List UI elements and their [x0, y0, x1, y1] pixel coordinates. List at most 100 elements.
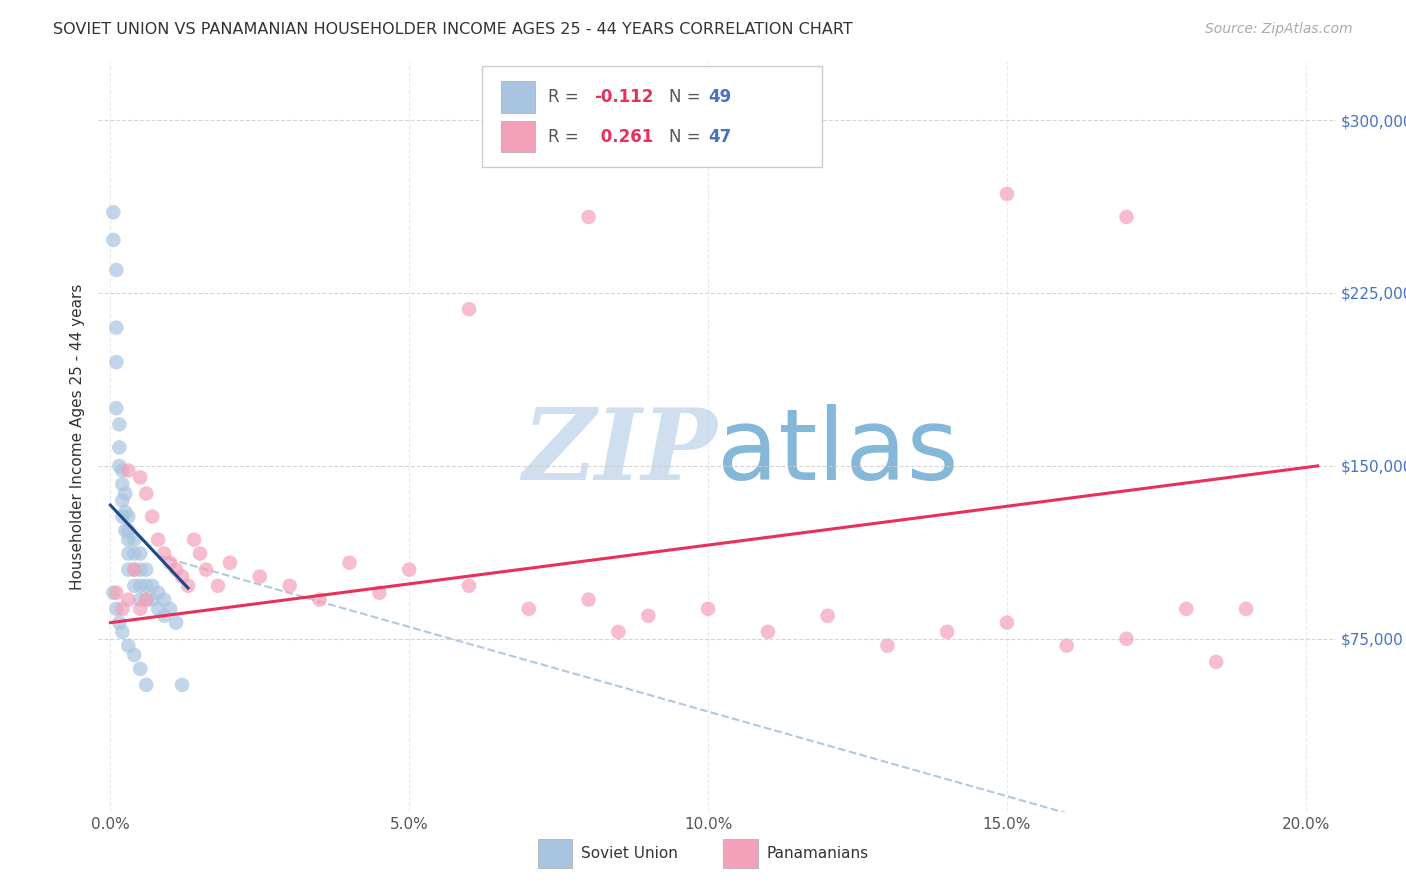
Point [141, 592, 163, 607]
Point [278, 579, 301, 593]
Point [111, 602, 134, 616]
Point [172, 569, 194, 583]
Point [129, 662, 152, 676]
Point [114, 486, 136, 500]
Point [124, 563, 146, 577]
Point [1175, 602, 1198, 616]
Point [1056, 639, 1078, 653]
Point [117, 509, 139, 524]
Point [177, 579, 200, 593]
Point [108, 417, 131, 432]
FancyBboxPatch shape [482, 66, 823, 168]
Point [308, 592, 330, 607]
FancyBboxPatch shape [501, 121, 536, 153]
Point [607, 624, 630, 639]
FancyBboxPatch shape [537, 839, 572, 868]
Point [105, 320, 128, 334]
Point [697, 602, 720, 616]
Point [105, 263, 128, 277]
Text: -0.112: -0.112 [595, 88, 654, 106]
Point [111, 493, 134, 508]
Point [135, 678, 157, 692]
Point [159, 602, 181, 616]
Point [153, 547, 176, 561]
Y-axis label: Householder Income Ages 25 - 44 years: Householder Income Ages 25 - 44 years [69, 284, 84, 591]
Point [129, 470, 152, 484]
Point [105, 355, 128, 369]
Point [108, 441, 131, 455]
Text: Source: ZipAtlas.com: Source: ZipAtlas.com [1205, 22, 1353, 37]
Point [114, 505, 136, 519]
Point [111, 463, 134, 477]
Point [135, 486, 157, 500]
Point [105, 401, 128, 416]
Point [637, 608, 659, 623]
Point [117, 533, 139, 547]
Point [124, 648, 146, 662]
Point [105, 602, 128, 616]
Point [153, 592, 176, 607]
Text: Soviet Union: Soviet Union [581, 847, 678, 861]
Point [124, 563, 146, 577]
Point [117, 547, 139, 561]
Text: N =: N = [669, 88, 706, 106]
Point [111, 624, 134, 639]
Point [153, 608, 176, 623]
Point [148, 602, 170, 616]
Point [159, 556, 181, 570]
Point [124, 579, 146, 593]
Point [249, 569, 271, 583]
Point [1205, 655, 1227, 669]
Point [108, 615, 131, 630]
Text: ZIP: ZIP [522, 404, 717, 500]
Point [117, 639, 139, 653]
Point [124, 533, 146, 547]
Text: 49: 49 [709, 88, 731, 106]
Point [1115, 632, 1137, 646]
Point [141, 579, 163, 593]
Point [135, 563, 157, 577]
Text: atlas: atlas [717, 403, 959, 500]
Point [1234, 602, 1257, 616]
Point [108, 458, 131, 473]
Point [1115, 210, 1137, 224]
Text: Panamanians: Panamanians [766, 847, 869, 861]
Point [219, 556, 242, 570]
Point [141, 509, 163, 524]
Point [117, 563, 139, 577]
Point [995, 615, 1018, 630]
Point [135, 592, 157, 607]
Point [103, 233, 125, 247]
Point [103, 585, 125, 599]
Point [111, 509, 134, 524]
Point [195, 563, 218, 577]
Point [135, 592, 157, 607]
FancyBboxPatch shape [723, 839, 758, 868]
Point [188, 547, 211, 561]
Point [129, 579, 152, 593]
Point [117, 524, 139, 538]
Point [756, 624, 779, 639]
Point [578, 210, 600, 224]
Point [339, 556, 361, 570]
Point [995, 186, 1018, 201]
Point [876, 639, 898, 653]
Point [117, 463, 139, 477]
Point [207, 579, 229, 593]
Point [103, 205, 125, 219]
Point [368, 585, 391, 599]
Point [129, 592, 152, 607]
Text: R =: R = [547, 128, 583, 145]
Point [398, 563, 420, 577]
Text: R =: R = [547, 88, 583, 106]
Text: 0.261: 0.261 [595, 128, 652, 145]
Point [517, 602, 540, 616]
Point [111, 477, 134, 491]
Point [117, 592, 139, 607]
Point [148, 585, 170, 599]
Text: SOVIET UNION VS PANAMANIAN HOUSEHOLDER INCOME AGES 25 - 44 YEARS CORRELATION CHA: SOVIET UNION VS PANAMANIAN HOUSEHOLDER I… [53, 22, 853, 37]
Point [135, 579, 157, 593]
Point [172, 678, 194, 692]
Point [936, 624, 959, 639]
Point [458, 579, 481, 593]
